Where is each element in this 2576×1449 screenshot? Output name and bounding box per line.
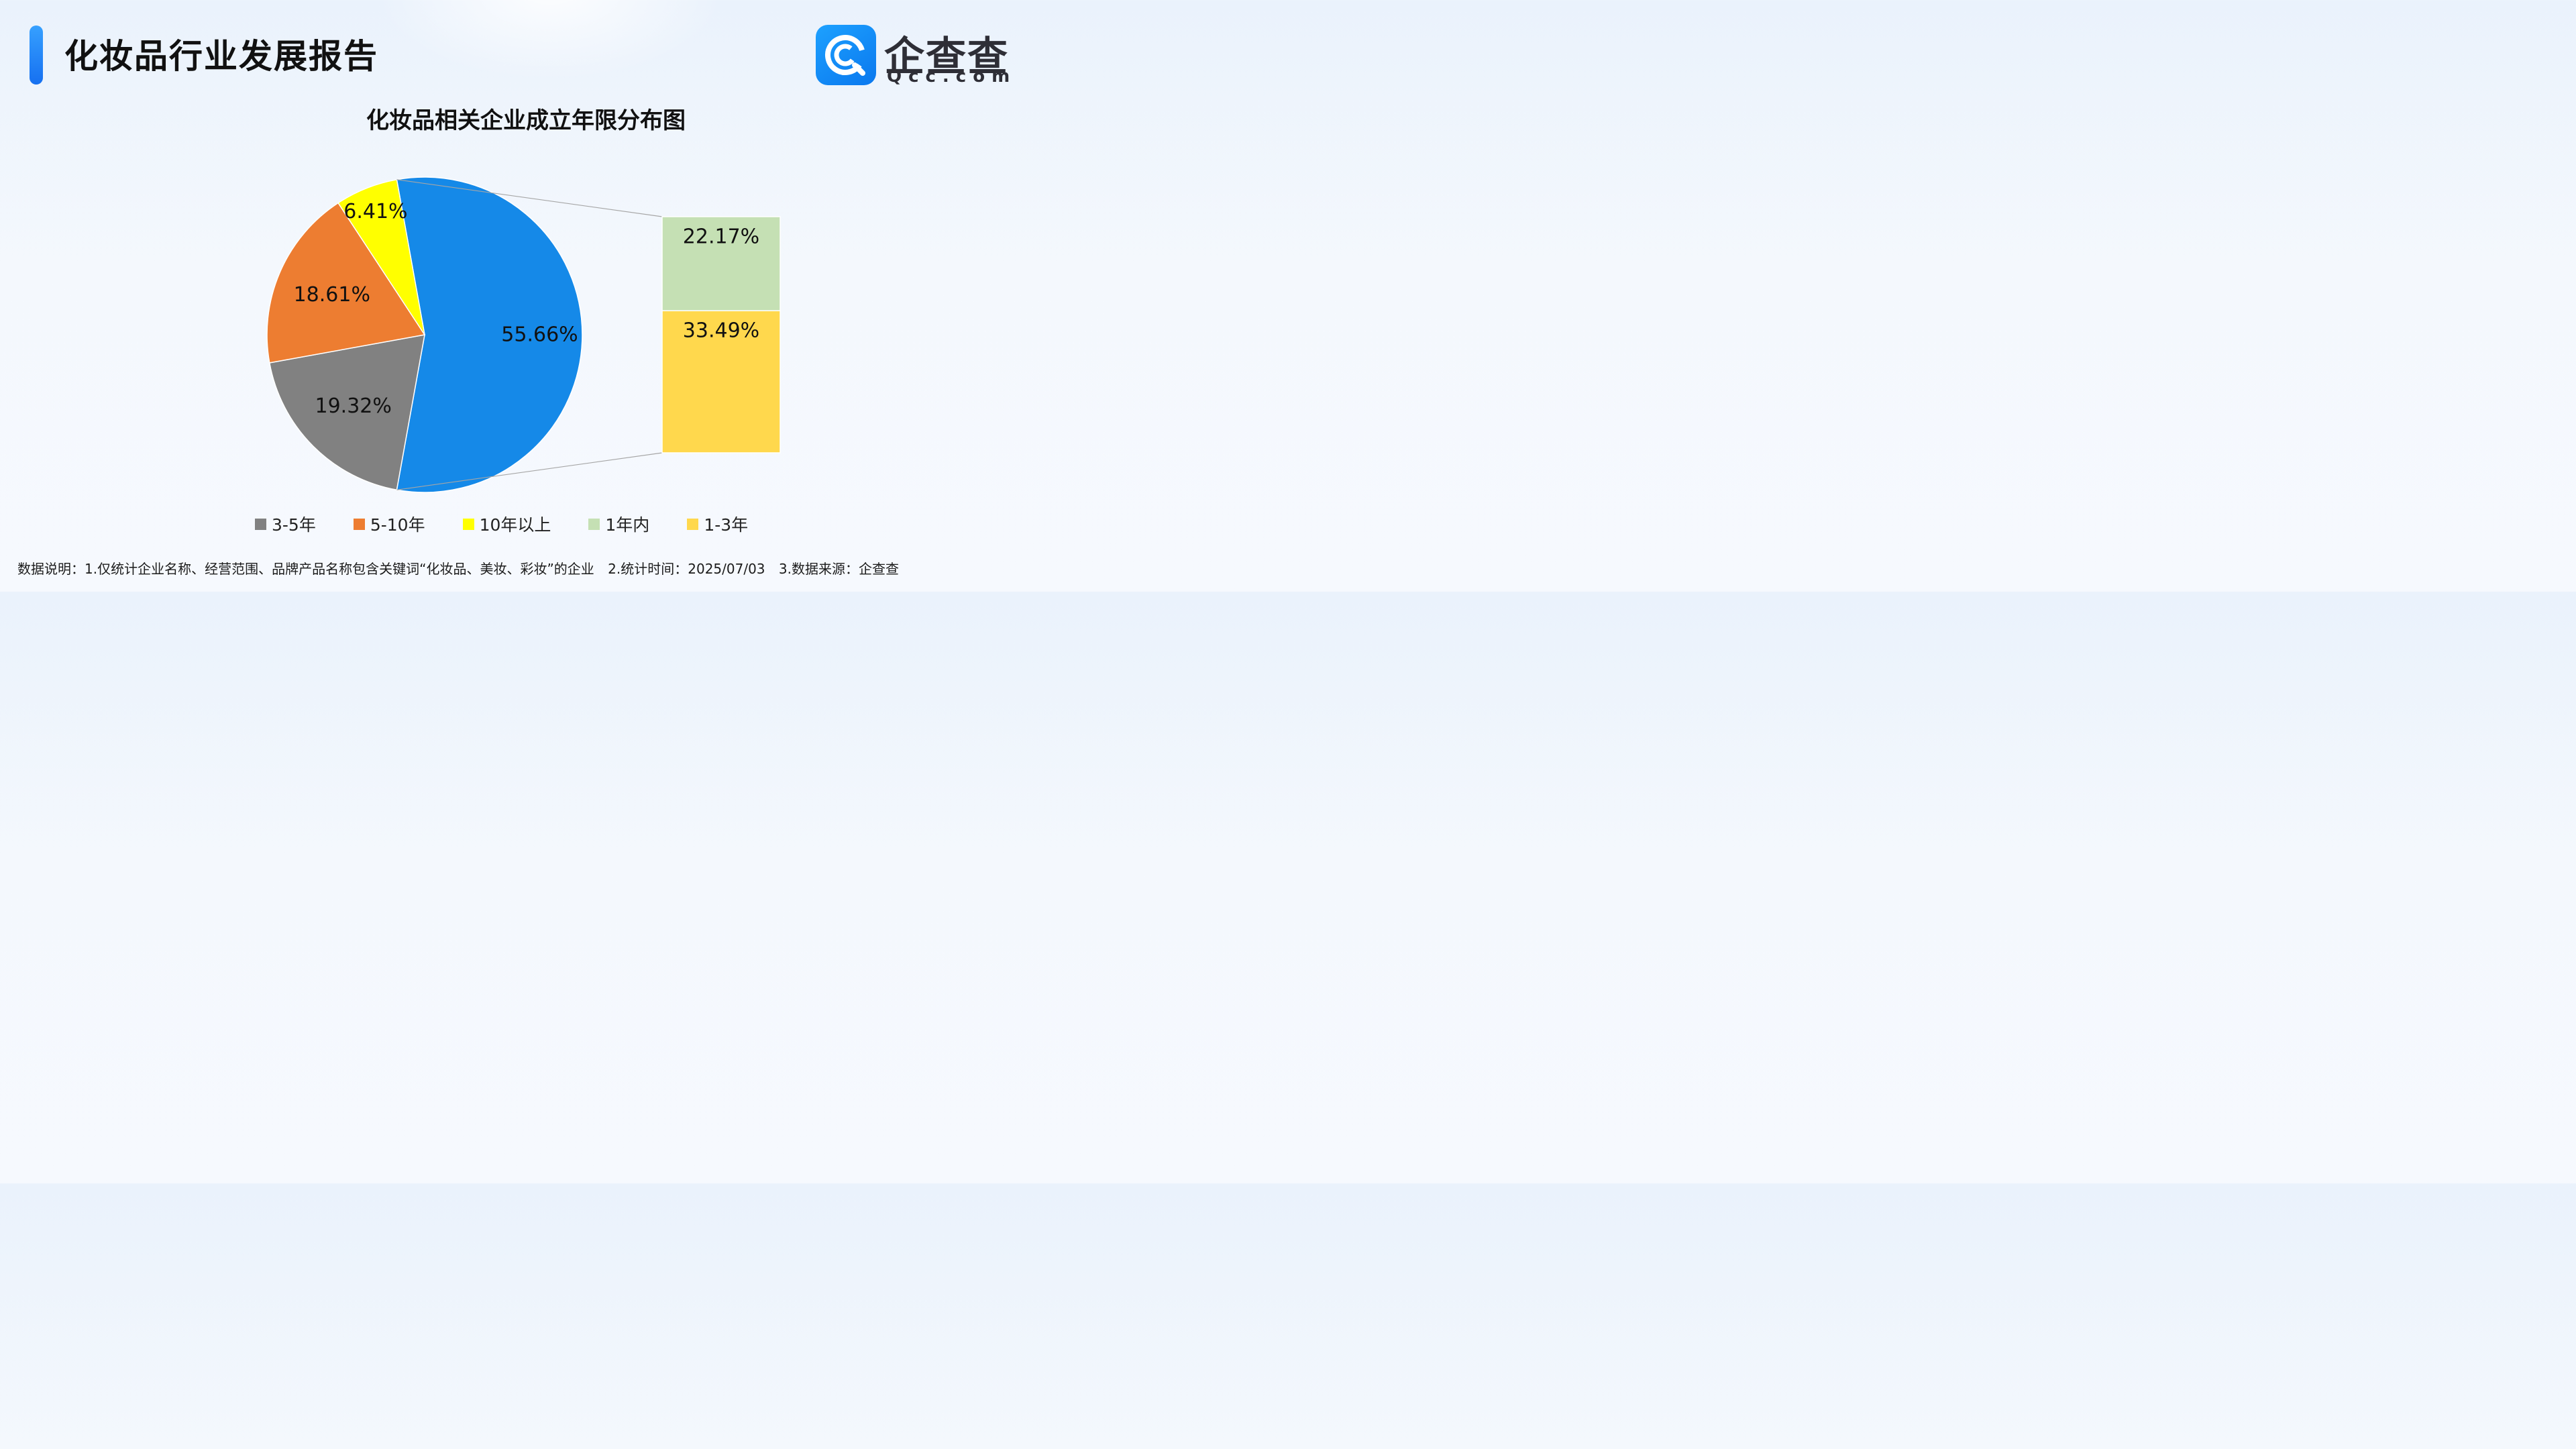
legend-swatch-within-1	[588, 518, 600, 530]
title-accent-bar	[30, 25, 43, 85]
pie-slice-0	[268, 334, 425, 491]
legend-label-3-5: 3-5年	[272, 515, 316, 535]
footnote-note-1: 数据说明：1.仅统计企业名称、经营范围、品牌产品名称包含关键词“化妆品、美妆、彩…	[17, 561, 594, 577]
legend-swatch-10-plus	[462, 518, 474, 530]
bar-segment-0-label: 22.17%	[683, 225, 759, 249]
pie-slice-combined-label: 55.66%	[501, 323, 578, 347]
footnote-note-3: 3.数据来源：企查查	[778, 561, 899, 577]
brand-name-en: Qcc.com	[887, 66, 1017, 87]
report-title: 化妆品行业发展报告	[64, 37, 378, 76]
legend-item-within-1: 1年内	[588, 512, 649, 536]
connector-line-top	[396, 179, 663, 217]
pie-slice-2	[337, 178, 425, 335]
pie-slice-1-label: 18.61%	[294, 283, 370, 307]
legend-item-1-3: 1-3年	[687, 512, 748, 536]
pie-slice-2-label: 6.41%	[343, 200, 407, 223]
brand-name-cn: 企查查	[884, 34, 1009, 80]
qcc-logo-icon	[816, 25, 876, 85]
legend-swatch-3-5	[255, 518, 266, 530]
pie-slice-0-label: 19.32%	[315, 394, 392, 418]
chart-legend: 3-5年 5-10年 10年以上 1年内 1-3年	[255, 513, 832, 535]
chart-title: 化妆品相关企业成立年限分布图	[366, 107, 686, 134]
bar-segment-1	[661, 310, 781, 453]
bar-segment-0	[661, 216, 781, 311]
legend-item-3-5: 3-5年	[255, 512, 316, 536]
pie-slice-1	[266, 202, 426, 364]
legend-label-10-plus: 10年以上	[479, 515, 551, 535]
legend-label-within-1: 1年内	[605, 515, 650, 535]
legend-label-1-3: 1-3年	[704, 515, 749, 535]
bar-segment-1-label: 33.49%	[683, 319, 759, 343]
pie-slice-combined	[396, 176, 583, 493]
legend-item-10-plus: 10年以上	[462, 512, 551, 536]
legend-label-5-10: 5-10年	[370, 515, 425, 535]
pie-of-bar-chart: 55.66% 19.32% 18.61% 6.41% 22.17% 33.49%	[266, 176, 781, 493]
legend-swatch-5-10	[353, 518, 365, 530]
connector-line-bottom	[396, 452, 663, 490]
footnote-note-2: 2.统计时间：2025/07/03	[608, 561, 765, 577]
legend-swatch-1-3	[687, 518, 699, 530]
data-footnote: 数据说明：1.仅统计企业名称、经营范围、品牌产品名称包含关键词“化妆品、美妆、彩…	[17, 558, 1044, 578]
legend-item-5-10: 5-10年	[353, 512, 425, 536]
